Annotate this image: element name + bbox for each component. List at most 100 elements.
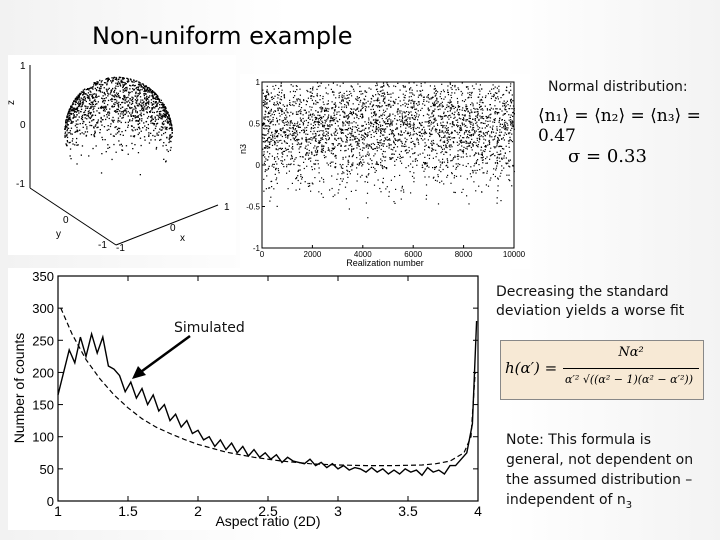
scatter-point <box>332 195 334 198</box>
sphere-point <box>146 95 148 97</box>
scatter-point <box>472 129 474 131</box>
scatter-point <box>434 168 436 170</box>
scatter-point <box>400 198 402 200</box>
scatter-point <box>294 137 296 139</box>
scatter-point <box>453 117 455 119</box>
scatter-point <box>492 153 494 155</box>
scatter-point <box>347 102 349 104</box>
sphere-point <box>93 119 95 121</box>
sphere-point <box>71 122 73 124</box>
scatter-point <box>509 85 512 87</box>
scatter-point <box>392 113 394 115</box>
sphere-point <box>149 111 151 113</box>
sphere-point <box>166 128 168 131</box>
scatter-point <box>306 138 308 141</box>
scatter-point <box>370 121 372 123</box>
sphere-point <box>128 92 130 94</box>
scatter-point <box>431 144 433 146</box>
scatter-point <box>364 132 366 134</box>
scatter-point <box>424 129 426 131</box>
scatter-point <box>383 85 385 87</box>
scatter-y-tick-label: -0.5 <box>246 203 260 212</box>
sphere-point <box>122 84 124 86</box>
scatter-point <box>321 137 323 139</box>
scatter-point <box>441 83 443 85</box>
scatter-point <box>365 106 368 108</box>
scatter-point <box>350 166 352 168</box>
sphere-point <box>102 84 104 86</box>
sphere-point <box>134 84 136 87</box>
sphere-point <box>107 79 110 81</box>
sphere-point <box>122 85 124 88</box>
scatter-point <box>379 135 381 137</box>
scatter-point <box>444 136 446 138</box>
scatter-point <box>442 89 445 91</box>
scatter-point <box>451 172 453 174</box>
scatter-point <box>324 151 326 153</box>
scatter-point <box>282 119 284 122</box>
scatter-point <box>266 90 268 92</box>
scatter-point <box>373 119 375 121</box>
sphere-point <box>92 97 94 99</box>
sphere-point <box>150 99 153 101</box>
sphere-point <box>168 114 170 116</box>
scatter-point <box>351 156 353 158</box>
scatter-point <box>328 138 330 141</box>
scatter-point <box>449 114 451 116</box>
sphere-point <box>91 102 93 104</box>
scatter-point <box>441 180 443 182</box>
scatter-point <box>319 95 321 97</box>
scatter-point <box>328 137 330 139</box>
scatter-point <box>333 114 335 117</box>
scatter-point <box>341 129 343 131</box>
scatter-point <box>321 116 323 118</box>
scatter-point <box>311 182 313 184</box>
scatter-point <box>430 116 432 118</box>
scatter-point <box>298 126 300 128</box>
scatter-point <box>411 117 413 119</box>
scatter-point <box>481 101 483 104</box>
scatter-point <box>473 127 475 129</box>
sphere-point <box>82 94 84 96</box>
scatter-point <box>283 166 285 168</box>
sphere-point <box>92 147 94 150</box>
scatter-point <box>347 170 349 172</box>
scatter-point <box>424 121 426 123</box>
scatter-point <box>419 90 421 92</box>
scatter-point <box>322 95 324 98</box>
scatter-point <box>270 110 272 112</box>
sphere-point <box>163 105 165 107</box>
scatter-point <box>286 111 288 113</box>
scatter-point <box>360 110 362 112</box>
scatter-point <box>489 109 491 111</box>
scatter-point <box>432 122 434 124</box>
scatter-point <box>385 139 387 141</box>
scatter-point <box>333 103 335 105</box>
scatter-point <box>337 143 340 145</box>
scatter-point <box>398 153 401 155</box>
scatter-point <box>389 125 391 127</box>
scatter-point <box>466 130 468 132</box>
scatter-y-tick-label: 1 <box>256 78 261 87</box>
scatter-point <box>380 191 382 193</box>
sphere-point <box>92 86 94 88</box>
scatter-point <box>489 117 492 119</box>
scatter-point <box>331 187 333 190</box>
scatter-point <box>360 99 362 101</box>
sphere-point <box>162 123 165 126</box>
scatter-point <box>342 167 344 169</box>
sphere-point <box>170 136 172 138</box>
sphere-point <box>112 116 114 119</box>
scatter-point <box>320 111 322 113</box>
scatter-point <box>396 110 399 112</box>
scatter-point <box>418 127 420 129</box>
scatter-point <box>311 106 313 108</box>
sphere-point <box>67 120 69 122</box>
scatter-point <box>327 125 329 127</box>
scatter-point <box>319 85 321 87</box>
scatter-point <box>470 104 472 106</box>
scatter-point <box>462 150 465 152</box>
scatter-point <box>334 138 336 140</box>
scatter-point <box>300 101 302 103</box>
scatter-point <box>375 120 377 122</box>
